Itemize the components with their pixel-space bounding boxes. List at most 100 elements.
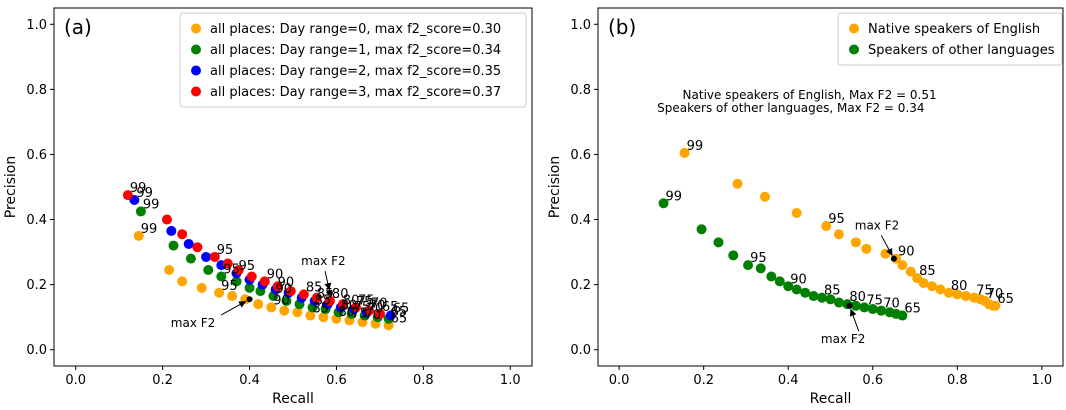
point-label: 95 [239, 259, 256, 274]
note-text: Native speakers of English, Max F2 = 0.5… [683, 88, 937, 102]
legend: all places: Day range=0, max f2_score=0.… [179, 12, 527, 108]
legend-label: all places: Day range=2, max f2_score=0.… [210, 64, 501, 79]
legend-marker [191, 23, 201, 34]
data-point [311, 292, 322, 303]
legend-marker [191, 44, 201, 55]
data-point [222, 258, 233, 269]
data-point [227, 291, 238, 302]
max-f2-marker [890, 255, 897, 262]
legend-marker [849, 23, 859, 34]
legend-label: Speakers of other languages [868, 43, 1055, 58]
point-label: 70 [371, 297, 388, 312]
point-label: 70 [365, 308, 382, 323]
data-point [774, 276, 785, 287]
point-label: 65 [997, 292, 1014, 307]
data-point [133, 230, 144, 241]
annotation-text: max F2 [855, 218, 900, 232]
point-label: 65 [904, 302, 921, 317]
data-point [825, 294, 836, 305]
y-tick-label: 0.2 [26, 278, 47, 293]
data-point [859, 302, 870, 313]
y-tick-label: 0.6 [570, 148, 591, 163]
point-label: 75 [351, 306, 368, 321]
data-point [177, 229, 188, 240]
data-point [231, 276, 242, 287]
data-point [246, 271, 257, 282]
y-tick-label: 0.6 [26, 148, 47, 163]
series-3 [122, 190, 385, 319]
data-point [935, 284, 946, 295]
data-point [918, 278, 929, 289]
point-label: 80 [338, 305, 355, 320]
data-point [728, 250, 739, 261]
data-point [833, 297, 844, 308]
x-tick-label: 0.4 [239, 373, 260, 388]
legend-label: all places: Day range=1, max f2_score=0.… [210, 43, 501, 58]
annotation-arrowhead [238, 301, 247, 308]
data-point [732, 178, 743, 189]
point-label: 95 [750, 251, 767, 266]
annotation-arrowhead [324, 282, 332, 291]
data-point [168, 240, 179, 251]
point-label: 75 [354, 300, 371, 315]
legend-box [179, 12, 527, 108]
data-point [850, 300, 861, 311]
y-tick-label: 0.8 [26, 83, 47, 98]
data-point [266, 302, 277, 313]
data-point [298, 289, 309, 300]
data-point [305, 310, 316, 321]
data-point [800, 287, 811, 298]
point-label: 85 [919, 264, 936, 279]
data-point [817, 292, 828, 303]
point-label: 95 [217, 243, 234, 258]
data-point [905, 266, 916, 277]
point-label: 65 [382, 300, 399, 315]
data-point [952, 289, 963, 300]
data-point [897, 260, 908, 271]
x-tick-label: 0.4 [778, 373, 799, 388]
point-label: 70 [883, 297, 900, 312]
data-point [192, 242, 203, 253]
point-label: 75 [358, 293, 375, 308]
data-point [279, 305, 290, 316]
annotation-arrowhead [849, 308, 857, 317]
legend-marker [191, 86, 201, 97]
data-point [177, 276, 188, 287]
data-point [990, 300, 1001, 311]
data-point [791, 208, 802, 219]
y-tick-label: 0.4 [26, 213, 47, 228]
max-f2-marker [246, 296, 253, 303]
point-label: 75 [866, 293, 883, 308]
x-axis-title: Recall [810, 391, 852, 406]
chart-panel-1: 0.0 0.2 0.4 0.6 0.8 1.0 0.0 0.2 0.4 0.6 0.8 1.0 Reca… [547, 7, 1064, 407]
y-tick-label: 1.0 [570, 18, 591, 33]
point-label: 90 [790, 272, 807, 287]
plot-frame [597, 7, 1064, 367]
legend-label: all places: Day range=3, max f2_score=0.… [210, 85, 501, 100]
data-point [185, 253, 196, 264]
legend-box [837, 12, 1063, 66]
point-label: 85 [824, 284, 841, 299]
data-point [253, 299, 264, 310]
data-point [122, 190, 133, 201]
data-point [791, 284, 802, 295]
legend-label: all places: Day range=0, max f2_score=0.… [210, 22, 501, 37]
max-f2-marker [846, 302, 853, 309]
legend: Native speakers of English Speakers of ot… [837, 12, 1063, 66]
point-label: 99 [687, 139, 704, 154]
data-point [759, 191, 770, 202]
point-label: 99 [666, 189, 683, 204]
point-label: 85 [312, 302, 329, 317]
data-point [292, 307, 303, 318]
data-point [285, 286, 296, 297]
legend-label: Native speakers of English [868, 22, 1040, 37]
data-point [385, 310, 396, 321]
annotation-text: max F2 [301, 254, 346, 268]
data-point [679, 147, 690, 158]
annotation-text: max F2 [171, 316, 216, 330]
point-label: 99 [141, 222, 158, 237]
y-tick-label: 0.0 [570, 343, 591, 358]
point-label: 95 [223, 263, 240, 278]
y-tick-label: 0.2 [570, 278, 591, 293]
